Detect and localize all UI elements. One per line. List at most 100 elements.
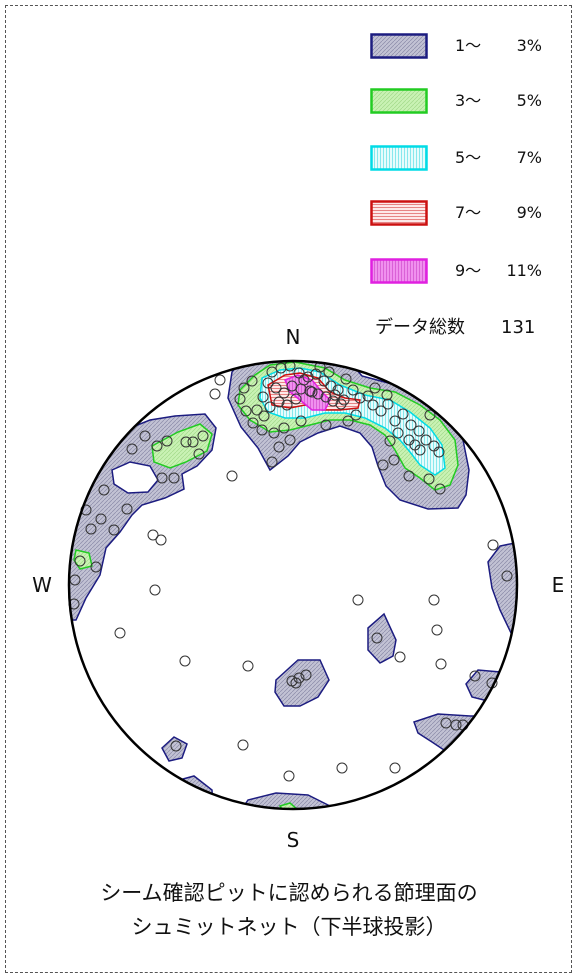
pole-point xyxy=(312,388,324,400)
pole-point xyxy=(278,387,290,399)
pole-point xyxy=(389,762,401,774)
pole-point xyxy=(394,651,406,663)
pole-point xyxy=(335,398,347,410)
pole-point xyxy=(161,435,173,447)
pole-point xyxy=(327,395,339,407)
legend-swatch xyxy=(370,200,428,226)
legend-item-7-9: 7～ 9% xyxy=(370,200,542,226)
pole-point xyxy=(336,762,348,774)
pole-point xyxy=(320,419,332,431)
contour-3-5-west xyxy=(151,423,213,469)
pole-point xyxy=(325,380,337,392)
pole-point xyxy=(347,384,359,396)
pole-point xyxy=(434,483,446,495)
pole-point xyxy=(450,719,462,731)
pole-point xyxy=(362,390,374,402)
pole-point xyxy=(151,440,163,452)
pole-point xyxy=(424,409,436,421)
contour-3-5-west-edge xyxy=(73,549,93,570)
pole-point xyxy=(149,584,161,596)
pole-point xyxy=(278,422,290,434)
pole-point xyxy=(377,459,389,471)
pole-point xyxy=(98,484,110,496)
data-total-label: データ総数 xyxy=(375,317,465,338)
pole-point xyxy=(168,472,180,484)
pole-point xyxy=(275,362,287,374)
legend-range-start: 7～ xyxy=(455,203,482,222)
contour-3-5-southeast xyxy=(448,741,470,757)
pole-point xyxy=(264,401,276,413)
pole-point xyxy=(302,371,314,383)
north-label: N xyxy=(285,325,301,349)
pole-point xyxy=(310,368,322,380)
legend-range-end: 5% xyxy=(516,91,542,110)
pole-point xyxy=(90,561,102,573)
pole-point xyxy=(108,524,120,536)
pole-point xyxy=(266,366,278,378)
pole-point xyxy=(397,408,409,420)
pole-point xyxy=(121,503,133,515)
pole-point xyxy=(329,389,341,401)
pole-point xyxy=(323,366,335,378)
pole-point xyxy=(242,660,254,672)
net-circle xyxy=(67,359,519,811)
pole-point xyxy=(283,770,295,782)
pole-point xyxy=(238,382,250,394)
legend-swatch xyxy=(370,88,428,114)
legend-item-5-7: 5～ 7% xyxy=(370,145,542,171)
pole-point xyxy=(257,391,269,403)
pole-point xyxy=(431,624,443,636)
contour-1-3-south xyxy=(235,792,340,809)
pole-point xyxy=(147,529,159,541)
contour-1-3-hole xyxy=(111,461,159,494)
contour-1-3-southwest-small xyxy=(161,736,188,762)
pole-point xyxy=(367,399,379,411)
pole-point xyxy=(247,417,259,429)
east-label: E xyxy=(551,573,565,597)
pole-point xyxy=(409,439,421,451)
pole-point xyxy=(320,391,332,403)
pole-point xyxy=(74,555,86,567)
pole-point xyxy=(413,425,425,437)
pole-point xyxy=(240,405,252,417)
legend-item-9-11: 9～ 11% xyxy=(370,258,542,284)
legend-swatch xyxy=(370,33,428,59)
pole-point xyxy=(295,415,307,427)
legend-swatch xyxy=(370,258,428,284)
pole-point xyxy=(405,419,417,431)
pole-point xyxy=(300,669,312,681)
pole-point xyxy=(338,394,350,406)
pole-point xyxy=(381,389,393,401)
pole-point xyxy=(371,632,383,644)
pole-point xyxy=(290,677,302,689)
figure-frame xyxy=(5,5,572,973)
pole-point xyxy=(114,627,126,639)
pole-point xyxy=(342,415,354,427)
legend-range-end: 7% xyxy=(516,148,542,167)
pole-point xyxy=(270,382,282,394)
contour-1-3-east xyxy=(487,539,517,641)
pole-point xyxy=(290,393,302,405)
pole-point xyxy=(226,470,238,482)
pole-point xyxy=(403,470,415,482)
pole-point xyxy=(246,375,258,387)
legend-item-1-3: 1～ 3% xyxy=(370,33,542,59)
contour-1-3-southwest xyxy=(171,775,215,809)
legend-range-end: 3% xyxy=(516,36,542,55)
pole-point xyxy=(156,472,168,484)
pole-point xyxy=(273,441,285,453)
pole-point xyxy=(85,523,97,535)
schmidt-net xyxy=(67,359,519,811)
contour-1-3-center xyxy=(274,659,330,707)
pole-point xyxy=(433,446,445,458)
pole-point xyxy=(375,405,387,417)
pole-point xyxy=(435,658,447,670)
pole-point xyxy=(95,513,107,525)
west-label: W xyxy=(32,573,52,597)
pole-point xyxy=(179,655,191,667)
pole-point xyxy=(389,415,401,427)
pole-point xyxy=(420,434,432,446)
pole-point xyxy=(197,430,209,442)
pole-point xyxy=(340,373,352,385)
pole-point xyxy=(298,374,310,386)
